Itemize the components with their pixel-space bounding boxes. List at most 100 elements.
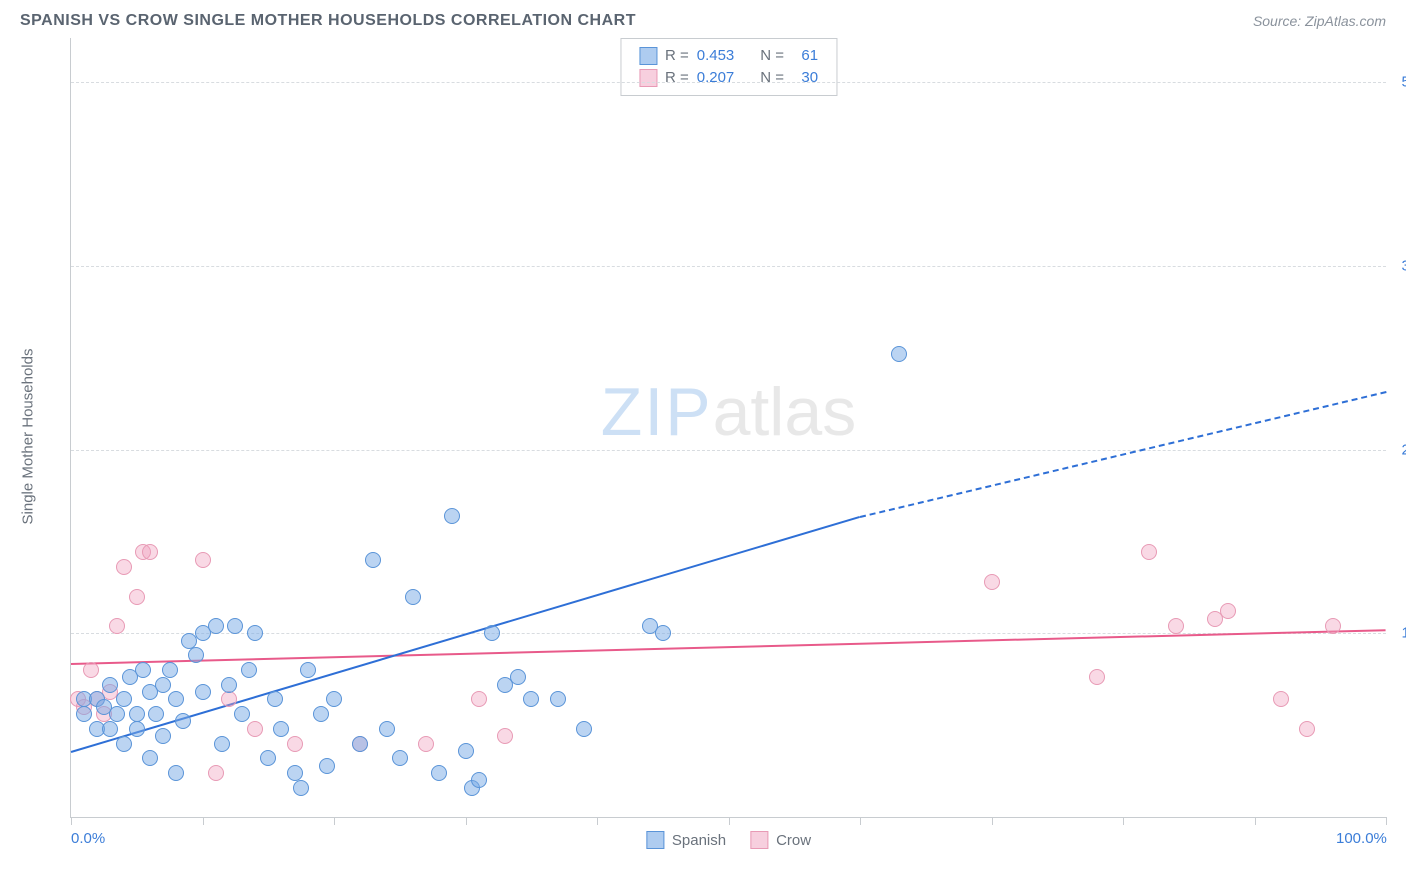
x-tick	[992, 817, 993, 825]
data-point	[523, 691, 539, 707]
r-label: R =	[665, 67, 689, 89]
data-point	[1299, 721, 1315, 737]
source-name: ZipAtlas.com	[1305, 13, 1386, 29]
data-point	[208, 618, 224, 634]
data-point	[550, 691, 566, 707]
data-point	[471, 772, 487, 788]
data-point	[162, 662, 178, 678]
data-point	[392, 750, 408, 766]
data-point	[247, 625, 263, 641]
data-point	[155, 728, 171, 744]
data-point	[76, 706, 92, 722]
data-point	[175, 713, 191, 729]
n-value: 61	[792, 45, 818, 67]
legend-label: Spanish	[672, 832, 726, 849]
data-point	[273, 721, 289, 737]
data-point	[267, 691, 283, 707]
x-tick-label: 0.0%	[71, 830, 105, 847]
data-point	[129, 721, 145, 737]
chart-container: Single Mother Households ZIPatlas R = 0.4…	[20, 38, 1386, 818]
trend-line	[860, 391, 1386, 518]
data-point	[287, 736, 303, 752]
data-point	[102, 721, 118, 737]
y-tick-label: 50.0%	[1401, 74, 1406, 91]
data-point	[379, 721, 395, 737]
y-tick-label: 25.0%	[1401, 441, 1406, 458]
data-point	[168, 691, 184, 707]
data-point	[195, 684, 211, 700]
data-point	[168, 765, 184, 781]
data-point	[458, 743, 474, 759]
data-point	[247, 721, 263, 737]
data-point	[102, 677, 118, 693]
data-point	[116, 559, 132, 575]
data-point	[287, 765, 303, 781]
x-tick	[1255, 817, 1256, 825]
x-tick	[466, 817, 467, 825]
legend-item: Spanish	[646, 831, 726, 849]
x-tick	[71, 817, 72, 825]
data-point	[444, 508, 460, 524]
data-point	[1273, 691, 1289, 707]
data-point	[471, 691, 487, 707]
data-point	[1220, 603, 1236, 619]
data-point	[109, 706, 125, 722]
x-tick	[597, 817, 598, 825]
data-point	[195, 552, 211, 568]
data-point	[234, 706, 250, 722]
data-point	[1089, 669, 1105, 685]
n-label: N =	[760, 67, 784, 89]
y-axis-label: Single Mother Households	[20, 349, 37, 525]
data-point	[300, 662, 316, 678]
watermark: ZIPatlas	[601, 373, 856, 451]
data-point	[214, 736, 230, 752]
y-tick-label: 37.5%	[1401, 257, 1406, 274]
r-label: R =	[665, 45, 689, 67]
legend-swatch	[639, 47, 657, 65]
data-point	[83, 662, 99, 678]
x-tick	[1123, 817, 1124, 825]
data-point	[313, 706, 329, 722]
x-tick	[729, 817, 730, 825]
x-tick	[334, 817, 335, 825]
y-tick-label: 12.5%	[1401, 625, 1406, 642]
data-point	[431, 765, 447, 781]
n-label: N =	[760, 45, 784, 67]
series-legend: Spanish Crow	[646, 831, 811, 849]
data-point	[497, 728, 513, 744]
data-point	[352, 736, 368, 752]
legend-swatch	[646, 831, 664, 849]
r-value: 0.453	[697, 45, 735, 67]
legend-swatch	[750, 831, 768, 849]
x-tick-label: 100.0%	[1336, 830, 1387, 847]
data-point	[1141, 544, 1157, 560]
data-point	[418, 736, 434, 752]
stats-row: R = 0.453 N = 61	[639, 45, 818, 67]
chart-header: SPANISH VS CROW SINGLE MOTHER HOUSEHOLDS…	[0, 0, 1406, 38]
data-point	[135, 662, 151, 678]
data-point	[405, 589, 421, 605]
x-tick	[203, 817, 204, 825]
legend-item: Crow	[750, 831, 811, 849]
data-point	[116, 736, 132, 752]
gridline	[71, 266, 1386, 267]
data-point	[129, 589, 145, 605]
source-attribution: Source: ZipAtlas.com	[1253, 13, 1386, 29]
data-point	[891, 346, 907, 362]
data-point	[1168, 618, 1184, 634]
data-point	[188, 647, 204, 663]
data-point	[155, 677, 171, 693]
r-value: 0.207	[697, 67, 735, 89]
watermark-atlas: atlas	[713, 374, 857, 450]
stats-legend-box: R = 0.453 N = 61 R = 0.207 N = 30	[620, 38, 837, 96]
data-point	[109, 618, 125, 634]
data-point	[326, 691, 342, 707]
data-point	[227, 618, 243, 634]
gridline	[71, 450, 1386, 451]
data-point	[984, 574, 1000, 590]
data-point	[319, 758, 335, 774]
data-point	[576, 721, 592, 737]
n-value: 30	[792, 67, 818, 89]
data-point	[221, 691, 237, 707]
plot-area: ZIPatlas R =0.453N =61R =0.207N =30 Span…	[70, 38, 1386, 818]
